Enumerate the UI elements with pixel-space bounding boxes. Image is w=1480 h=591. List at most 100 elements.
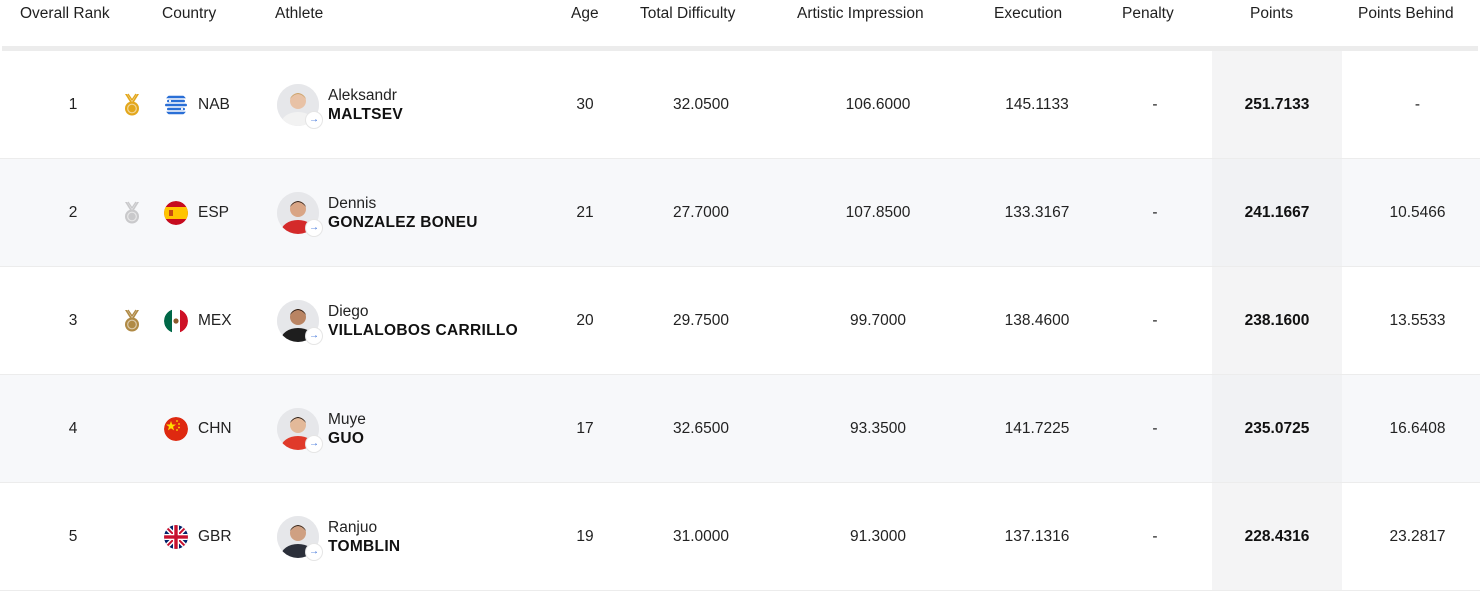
penalty-value: - <box>1152 203 1158 221</box>
medal-cell <box>119 375 145 482</box>
points-behind-value: - <box>1414 95 1421 113</box>
total-difficulty-value: 32.0500 <box>672 95 730 113</box>
flag-cell <box>163 375 189 482</box>
athlete-family-name: TOMBLIN <box>328 537 401 555</box>
table-row[interactable]: 1 NAB → Alek <box>0 51 1480 159</box>
avatar[interactable]: → <box>277 515 322 560</box>
table-row[interactable]: 5 GBR → Ranjuo TOMBLIN 19 <box>0 483 1480 591</box>
athlete-link[interactable]: → <box>276 51 322 158</box>
header-divider <box>2 46 1478 51</box>
athlete-family-name: GONZALEZ BONEU <box>328 213 478 231</box>
silver-medal-icon <box>125 201 139 223</box>
country-code: NAB <box>198 95 230 113</box>
table-body: 1 NAB → Alek <box>0 51 1480 591</box>
penalty-value: - <box>1152 527 1158 545</box>
avatar[interactable]: → <box>277 191 322 236</box>
country-code: GBR <box>198 527 232 545</box>
rank-value: 1 <box>68 95 78 113</box>
points-value: 251.7133 <box>1244 95 1310 113</box>
execution-value: 138.4600 <box>1004 311 1070 329</box>
athlete-name[interactable]: Diego VILLALOBOS CARRILLO <box>328 267 518 374</box>
spain-flag-icon <box>164 200 188 225</box>
header-athlete[interactable]: Athlete <box>275 5 324 22</box>
points-column-highlight <box>1212 267 1342 374</box>
age-value: 20 <box>576 311 594 329</box>
table-row[interactable]: 4 CHN → Muye GUO 17 3 <box>0 375 1480 483</box>
artistic-impression-value: 107.8500 <box>845 203 911 221</box>
points-value: 228.4316 <box>1244 527 1310 545</box>
rank-value: 3 <box>68 311 78 329</box>
points-behind-value: 23.2817 <box>1389 527 1446 545</box>
header-points[interactable]: Points <box>1250 5 1294 22</box>
nab-flag-icon <box>164 92 188 117</box>
rank-value: 4 <box>68 419 78 437</box>
header-overall-rank[interactable]: Overall Rank <box>20 5 110 22</box>
avatar[interactable]: → <box>277 299 322 344</box>
arrow-right-icon[interactable]: → <box>306 219 322 236</box>
age-value: 19 <box>576 527 594 545</box>
athlete-photo <box>277 515 319 558</box>
artistic-impression-value: 106.6000 <box>845 95 911 113</box>
country-code: MEX <box>198 311 232 329</box>
artistic-impression-value: 99.7000 <box>849 311 907 329</box>
athlete-given-name: Diego <box>328 302 369 320</box>
header-penalty[interactable]: Penalty <box>1122 5 1174 22</box>
avatar[interactable]: → <box>277 407 322 452</box>
header-artistic-impression[interactable]: Artistic Impression <box>797 5 924 22</box>
athlete-name[interactable]: Muye GUO <box>328 375 366 482</box>
arrow-right-icon[interactable]: → <box>306 435 322 452</box>
header-execution[interactable]: Execution <box>994 5 1063 22</box>
points-value: 241.1667 <box>1244 203 1310 221</box>
mexico-flag-icon <box>164 308 188 333</box>
athlete-link[interactable]: → <box>276 267 322 374</box>
athlete-link[interactable]: → <box>276 159 322 266</box>
points-value: 238.1600 <box>1244 311 1310 329</box>
total-difficulty-value: 27.7000 <box>672 203 730 221</box>
points-behind-value: 13.5533 <box>1389 311 1446 329</box>
points-column-highlight <box>1212 375 1342 482</box>
medal-cell <box>119 51 145 158</box>
total-difficulty-value: 29.7500 <box>672 311 730 329</box>
execution-value: 137.1316 <box>1004 527 1070 545</box>
bronze-medal-icon <box>125 309 139 331</box>
header-age[interactable]: Age <box>571 5 599 22</box>
athlete-given-name: Muye <box>328 410 366 428</box>
athlete-given-name: Aleksandr <box>328 86 397 104</box>
athlete-name[interactable]: Dennis GONZALEZ BONEU <box>328 159 478 266</box>
flag-cell <box>163 483 189 590</box>
arrow-right-icon[interactable]: → <box>306 327 322 344</box>
points-behind-value: 16.6408 <box>1389 419 1446 437</box>
table-header: Overall Rank Country Athlete Age Total D… <box>0 0 1480 30</box>
athlete-family-name: GUO <box>328 429 365 447</box>
header-total-difficulty[interactable]: Total Difficulty <box>640 5 736 22</box>
avatar[interactable]: → <box>277 83 322 128</box>
athlete-link[interactable]: → <box>276 375 322 482</box>
rank-value: 5 <box>68 527 78 545</box>
header-country[interactable]: Country <box>162 5 217 22</box>
table-row[interactable]: 3 MEX → Dieg <box>0 267 1480 375</box>
athlete-family-name: MALTSEV <box>328 105 404 123</box>
arrow-right-icon[interactable]: → <box>306 543 322 560</box>
arrow-right-icon[interactable]: → <box>306 111 322 128</box>
rank-value: 2 <box>68 203 78 221</box>
table-row[interactable]: 2 ESP → Denn <box>0 159 1480 267</box>
points-value: 235.0725 <box>1244 419 1310 437</box>
flag-cell <box>163 267 189 374</box>
penalty-value: - <box>1152 311 1158 329</box>
athlete-link[interactable]: → <box>276 483 322 590</box>
athlete-family-name: VILLALOBOS CARRILLO <box>328 321 518 339</box>
medal-cell <box>119 159 145 266</box>
age-value: 17 <box>576 419 594 437</box>
athlete-name[interactable]: Ranjuo TOMBLIN <box>328 483 400 590</box>
points-column-highlight <box>1212 51 1342 158</box>
penalty-value: - <box>1152 95 1158 113</box>
execution-value: 133.3167 <box>1004 203 1070 221</box>
age-value: 30 <box>576 95 594 113</box>
header-points-behind[interactable]: Points Behind <box>1358 5 1454 22</box>
country-code: ESP <box>198 203 230 221</box>
points-column-highlight <box>1212 159 1342 266</box>
artistic-impression-value: 93.3500 <box>849 419 907 437</box>
artistic-impression-value: 91.3000 <box>849 527 907 545</box>
country-code: CHN <box>198 419 232 437</box>
athlete-name[interactable]: Aleksandr MALTSEV <box>328 51 403 158</box>
